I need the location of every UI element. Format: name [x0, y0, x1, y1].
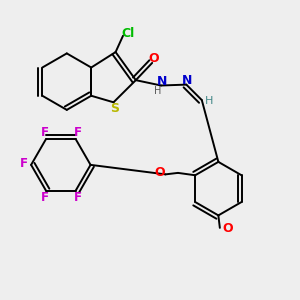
Text: Cl: Cl	[122, 27, 135, 40]
Text: F: F	[40, 126, 49, 139]
Text: F: F	[20, 158, 28, 170]
Text: S: S	[110, 102, 119, 115]
Text: F: F	[74, 190, 82, 204]
Text: F: F	[40, 190, 49, 204]
Text: O: O	[148, 52, 159, 65]
Text: F: F	[74, 126, 82, 139]
Text: N: N	[157, 75, 167, 88]
Text: N: N	[182, 74, 192, 87]
Text: H: H	[154, 86, 161, 96]
Text: O: O	[222, 222, 233, 235]
Text: O: O	[155, 167, 165, 179]
Text: H: H	[205, 96, 213, 106]
